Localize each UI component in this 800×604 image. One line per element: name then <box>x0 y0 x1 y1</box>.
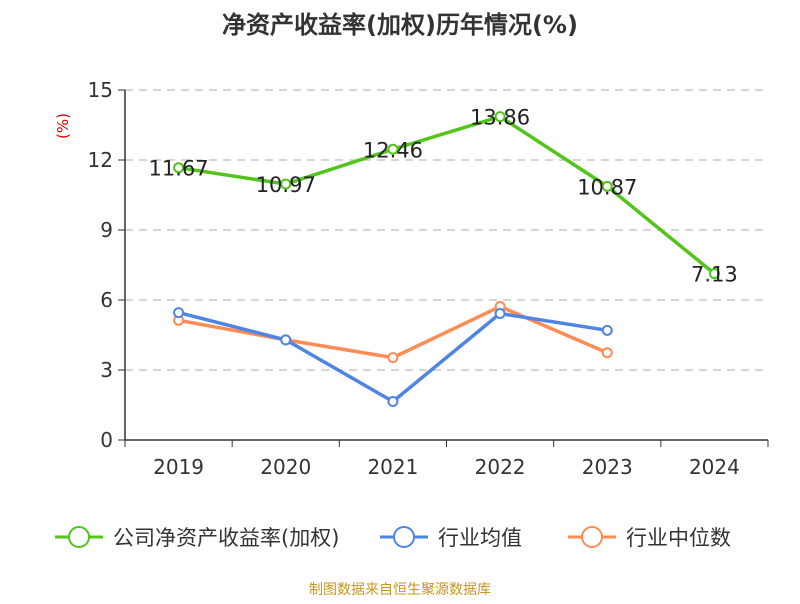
y-axis-label: (%) <box>54 113 72 139</box>
chart-title: 净资产收益率(加权)历年情况(%) <box>222 11 578 39</box>
data-point <box>387 396 399 407</box>
x-tick-label: 2024 <box>689 455 740 479</box>
data-label: 10.87 <box>577 175 637 199</box>
legend-item[interactable]: 行业均值 <box>380 526 522 550</box>
data-label: 13.86 <box>470 106 530 130</box>
data-point <box>494 308 506 320</box>
data-label: 12.46 <box>363 138 423 162</box>
data-point <box>173 162 185 174</box>
legend-item[interactable]: 公司净资产收益率(加权) <box>55 526 339 550</box>
y-tick-label: 15 <box>88 78 113 102</box>
data-point <box>494 111 506 123</box>
x-tick-label: 2022 <box>475 455 526 479</box>
legend-item[interactable]: 行业中位数 <box>568 526 731 550</box>
data-point <box>601 347 613 359</box>
legend-marker <box>393 526 415 548</box>
data-label: 7.13 <box>691 263 738 287</box>
legend-marker <box>581 526 603 548</box>
data-point <box>387 352 399 364</box>
legend-label: 行业中位数 <box>626 526 731 550</box>
series-line <box>178 114 716 275</box>
series-line <box>178 304 608 360</box>
source-note: 制图数据来自恒生聚源数据库 <box>309 582 491 598</box>
y-tick-label: 3 <box>100 358 113 382</box>
x-tick-label: 2021 <box>367 455 418 479</box>
x-tick-label: 2019 <box>153 455 204 479</box>
legend-label: 公司净资产收益率(加权) <box>113 526 339 550</box>
y-tick-label: 0 <box>100 428 113 452</box>
x-tick-label: 2020 <box>260 455 311 479</box>
data-point <box>280 178 292 190</box>
data-point <box>601 180 613 192</box>
data-point <box>280 334 292 346</box>
data-label: 11.67 <box>149 157 209 181</box>
data-point <box>387 143 399 155</box>
data-point <box>708 268 720 280</box>
legend-label: 行业均值 <box>438 526 522 550</box>
legend-marker <box>68 526 90 548</box>
y-tick-label: 9 <box>100 218 113 242</box>
y-tick-label: 12 <box>88 148 113 172</box>
data-point <box>601 324 613 336</box>
x-tick-label: 2023 <box>582 455 633 479</box>
data-point <box>173 307 185 319</box>
data-label: 10.97 <box>256 173 316 197</box>
y-tick-label: 6 <box>100 288 113 312</box>
